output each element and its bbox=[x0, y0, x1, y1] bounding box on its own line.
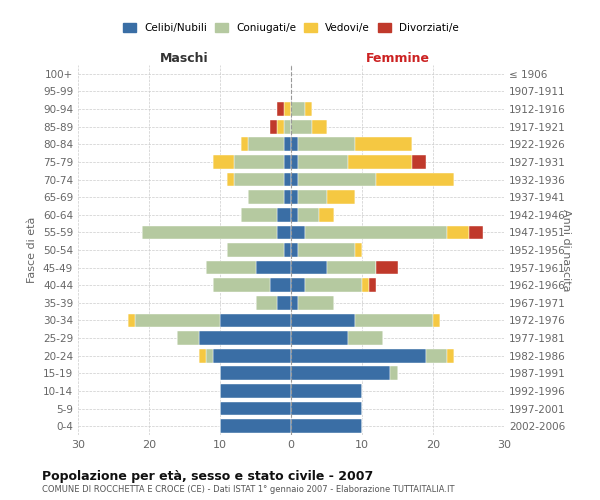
Bar bbox=[284, 190, 291, 204]
Bar bbox=[298, 296, 334, 310]
Bar bbox=[348, 155, 412, 169]
Bar bbox=[178, 331, 199, 345]
Bar bbox=[348, 331, 383, 345]
Bar bbox=[256, 260, 291, 274]
Bar bbox=[291, 278, 305, 292]
Bar bbox=[291, 102, 305, 116]
Y-axis label: Anni di nascita: Anni di nascita bbox=[561, 209, 571, 291]
Bar bbox=[284, 172, 291, 186]
Text: Femmine: Femmine bbox=[365, 52, 430, 65]
Bar bbox=[426, 349, 447, 362]
Bar bbox=[220, 314, 291, 328]
Bar bbox=[291, 366, 391, 380]
Bar bbox=[291, 296, 298, 310]
Bar bbox=[206, 349, 213, 362]
Bar bbox=[369, 278, 376, 292]
Bar bbox=[248, 138, 284, 151]
Text: COMUNE DI ROCCHETTA E CROCE (CE) - Dati ISTAT 1° gennaio 2007 - Elaborazione TUT: COMUNE DI ROCCHETTA E CROCE (CE) - Dati … bbox=[42, 485, 455, 494]
Bar bbox=[277, 208, 291, 222]
Bar bbox=[319, 208, 334, 222]
Bar bbox=[326, 260, 376, 274]
Bar bbox=[291, 314, 355, 328]
Bar bbox=[291, 384, 362, 398]
Bar bbox=[199, 331, 291, 345]
Bar bbox=[277, 102, 284, 116]
Bar bbox=[128, 314, 135, 328]
Bar bbox=[284, 138, 291, 151]
Bar bbox=[291, 190, 298, 204]
Bar bbox=[248, 190, 284, 204]
Bar bbox=[291, 120, 313, 134]
Bar bbox=[277, 296, 291, 310]
Bar bbox=[433, 314, 440, 328]
Bar bbox=[291, 155, 298, 169]
Bar bbox=[220, 420, 291, 433]
Bar bbox=[291, 172, 298, 186]
Bar bbox=[305, 102, 313, 116]
Bar bbox=[284, 155, 291, 169]
Bar bbox=[291, 402, 362, 415]
Bar bbox=[213, 278, 270, 292]
Bar bbox=[469, 226, 482, 239]
Bar bbox=[213, 349, 291, 362]
Bar bbox=[298, 208, 319, 222]
Bar bbox=[142, 226, 277, 239]
Bar bbox=[447, 226, 469, 239]
Bar bbox=[220, 366, 291, 380]
Bar bbox=[234, 155, 284, 169]
Bar bbox=[291, 420, 362, 433]
Text: Popolazione per età, sesso e stato civile - 2007: Popolazione per età, sesso e stato civil… bbox=[42, 470, 373, 483]
Bar bbox=[284, 102, 291, 116]
Bar bbox=[199, 349, 206, 362]
Bar bbox=[213, 155, 234, 169]
Bar bbox=[305, 278, 362, 292]
Bar bbox=[298, 243, 355, 257]
Bar bbox=[326, 190, 355, 204]
Bar bbox=[291, 208, 298, 222]
Bar bbox=[298, 190, 326, 204]
Bar bbox=[291, 226, 305, 239]
Bar bbox=[291, 260, 326, 274]
Bar bbox=[277, 226, 291, 239]
Bar bbox=[291, 138, 298, 151]
Bar bbox=[270, 120, 277, 134]
Bar bbox=[291, 349, 426, 362]
Bar bbox=[298, 172, 376, 186]
Bar bbox=[298, 138, 355, 151]
Bar bbox=[291, 243, 298, 257]
Bar bbox=[291, 331, 348, 345]
Bar bbox=[376, 172, 454, 186]
Bar bbox=[298, 155, 348, 169]
Bar bbox=[241, 208, 277, 222]
Bar bbox=[355, 314, 433, 328]
Bar bbox=[376, 260, 398, 274]
Bar bbox=[391, 366, 398, 380]
Legend: Celibi/Nubili, Coniugati/e, Vedovi/e, Divorziati/e: Celibi/Nubili, Coniugati/e, Vedovi/e, Di… bbox=[119, 18, 463, 37]
Bar bbox=[277, 120, 284, 134]
Bar bbox=[227, 243, 284, 257]
Bar bbox=[355, 138, 412, 151]
Bar bbox=[305, 226, 447, 239]
Text: Maschi: Maschi bbox=[160, 52, 209, 65]
Bar bbox=[447, 349, 454, 362]
Bar bbox=[412, 155, 426, 169]
Bar bbox=[256, 296, 277, 310]
Bar bbox=[220, 384, 291, 398]
Bar bbox=[206, 260, 256, 274]
Y-axis label: Fasce di età: Fasce di età bbox=[28, 217, 37, 283]
Bar bbox=[241, 138, 248, 151]
Bar bbox=[227, 172, 234, 186]
Bar bbox=[234, 172, 284, 186]
Bar bbox=[270, 278, 291, 292]
Bar bbox=[220, 402, 291, 415]
Bar bbox=[362, 278, 369, 292]
Bar bbox=[313, 120, 326, 134]
Bar bbox=[135, 314, 220, 328]
Bar bbox=[284, 243, 291, 257]
Bar bbox=[284, 120, 291, 134]
Bar bbox=[355, 243, 362, 257]
